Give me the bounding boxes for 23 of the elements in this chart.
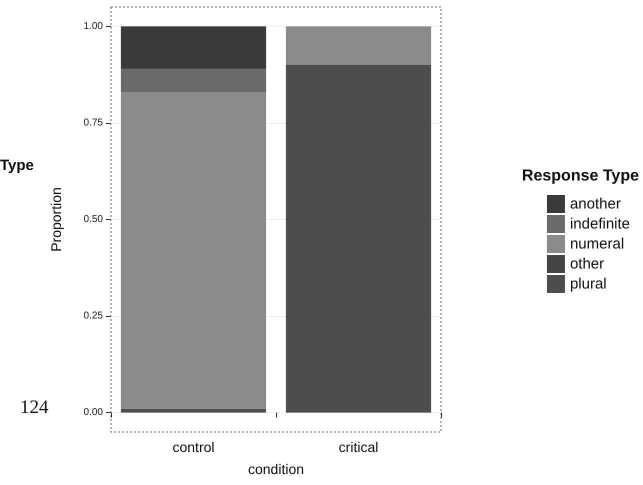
x-tick-label: control	[172, 439, 215, 455]
text: Type	[0, 157, 34, 174]
y-tick-label: 0.25	[84, 310, 104, 322]
y-tick-label: 1.00	[84, 20, 104, 32]
bar	[286, 26, 432, 65]
bar	[120, 408, 266, 413]
legend-label: numeral	[570, 236, 624, 252]
y-axis-title: Proportion	[48, 187, 64, 252]
y-tick-label: 0.00	[84, 407, 104, 418]
y-tick-label: 0.50	[84, 214, 104, 225]
bar	[120, 92, 266, 409]
bar	[120, 68, 266, 92]
x-axis-title: condition	[248, 461, 304, 477]
legend-label: other	[570, 256, 604, 272]
legend-label: another	[570, 196, 621, 212]
bar	[120, 26, 266, 69]
bar	[286, 64, 432, 413]
legend-label: indefinite	[570, 216, 630, 232]
x-tick-label: critical	[338, 439, 378, 455]
text: 124	[20, 397, 49, 418]
y-tick-label: 0.75	[84, 117, 104, 128]
legend-label: plural	[570, 276, 607, 292]
legend-title: Response Type	[522, 168, 640, 184]
